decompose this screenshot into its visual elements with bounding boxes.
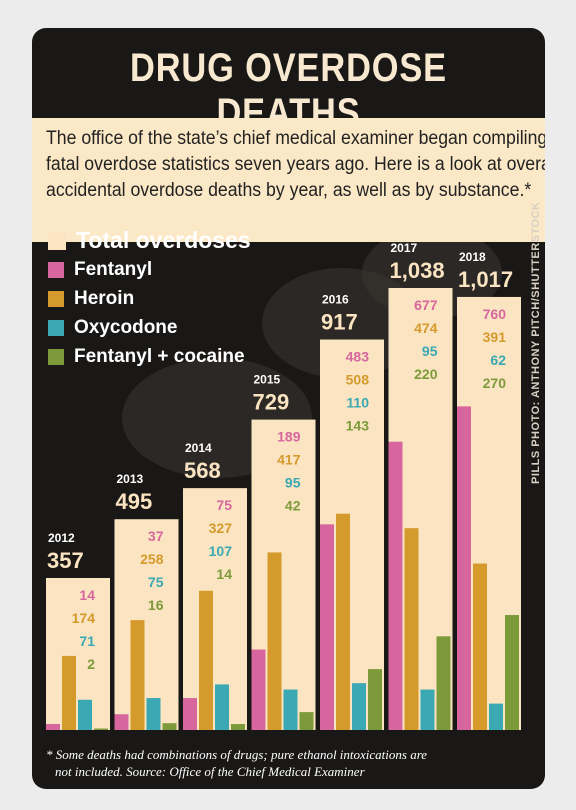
value-label-oxycodone: 71 xyxy=(79,633,95,649)
bar-heroin xyxy=(404,528,419,730)
bar-fentanyl-cocaine xyxy=(231,724,245,730)
footnote: * Some deaths had combinations of drugs;… xyxy=(46,746,541,780)
year-label: 2012 xyxy=(48,531,75,545)
bar-fentanyl xyxy=(183,698,197,730)
legend-item-heroin: Heroin xyxy=(48,284,251,313)
year-label: 2018 xyxy=(459,250,486,264)
bar-fentanyl xyxy=(251,649,266,730)
value-label-heroin: 508 xyxy=(346,372,370,388)
total-value-label: 357 xyxy=(47,548,84,573)
total-value-label: 917 xyxy=(321,310,358,335)
footnote-line: * Some deaths had combinations of drugs;… xyxy=(46,747,428,762)
legend-item-fentanyl: Fentanyl xyxy=(48,255,251,284)
bar-heroin xyxy=(130,620,145,730)
value-label-oxycodone: 62 xyxy=(490,352,506,368)
bar-fentanyl-cocaine xyxy=(299,712,314,730)
legend-label-fentanyl: Fentanyl xyxy=(74,258,153,280)
value-label-fentanyl-cocaine: 42 xyxy=(285,498,301,514)
value-label-oxycodone: 95 xyxy=(422,343,438,359)
legend-label-fentanyl-cocaine: Fentanyl + cocaine xyxy=(74,345,245,367)
year-label: 2014 xyxy=(185,441,212,455)
bar-fentanyl-cocaine xyxy=(94,728,108,730)
value-label-fentanyl: 760 xyxy=(483,306,507,322)
value-label-heroin: 174 xyxy=(72,610,96,626)
bar-fentanyl-cocaine xyxy=(436,636,451,730)
total-value-label: 1,017 xyxy=(458,267,513,292)
year-label: 2013 xyxy=(117,472,144,486)
bar-fentanyl xyxy=(320,524,334,730)
photo-credit: PILLS PHOTO: ANTHONY PITCH/SHUTTERSTOCK xyxy=(530,201,542,485)
bar-fentanyl-cocaine xyxy=(162,723,177,730)
bar-oxycodone xyxy=(420,689,435,730)
value-label-fentanyl-cocaine: 220 xyxy=(414,366,438,382)
bar-heroin xyxy=(473,563,487,730)
footnote-line: not included. Source: Office of the Chie… xyxy=(55,764,365,779)
intro-line: fatal overdose statistics seven years ag… xyxy=(46,154,545,175)
value-label-fentanyl-cocaine: 143 xyxy=(346,418,370,434)
total-value-label: 1,038 xyxy=(390,258,445,283)
value-label-fentanyl-cocaine: 270 xyxy=(483,375,507,391)
legend-label-oxycodone: Oxycodone xyxy=(74,316,178,338)
legend-swatch-oxycodone xyxy=(48,319,64,336)
bar-fentanyl-cocaine xyxy=(368,669,382,730)
bar-heroin xyxy=(267,552,282,730)
intro-line: The office of the state’s chief medical … xyxy=(46,128,545,149)
bar-chart: 2012 357 14 174 71 2 2013 495 37 258 75 16 2014 568 75… xyxy=(46,241,521,730)
legend-swatch-fentanyl xyxy=(48,261,64,278)
bar-total xyxy=(114,519,179,730)
value-label-fentanyl: 189 xyxy=(277,429,301,445)
bar-heroin xyxy=(199,590,213,730)
bar-fentanyl xyxy=(46,724,60,730)
legend-swatch-fentanyl-cocaine xyxy=(48,348,64,365)
bar-fentanyl xyxy=(457,406,471,730)
legend-label-heroin: Heroin xyxy=(74,287,135,309)
value-label-fentanyl: 677 xyxy=(414,297,438,313)
value-label-fentanyl: 14 xyxy=(79,587,95,603)
intro-text: The office of the state’s chief medical … xyxy=(32,118,545,242)
year-label: 2017 xyxy=(391,241,418,255)
value-label-fentanyl: 483 xyxy=(346,349,370,365)
bar-oxycodone xyxy=(352,683,366,730)
intro-line: accidental overdose deaths by year, as w… xyxy=(46,180,532,201)
bar-oxycodone xyxy=(146,698,161,730)
infographic-card: DRUG OVERDOSE DEATHS The office of the s… xyxy=(32,28,545,789)
value-label-oxycodone: 110 xyxy=(346,395,369,411)
value-label-heroin: 474 xyxy=(414,320,438,336)
bar-fentanyl-cocaine xyxy=(505,615,519,730)
value-label-oxycodone: 95 xyxy=(285,475,301,491)
total-value-label: 568 xyxy=(184,458,221,483)
legend-swatch-heroin xyxy=(48,290,64,307)
value-label-heroin: 327 xyxy=(209,520,233,536)
value-label-fentanyl-cocaine: 14 xyxy=(216,566,232,582)
legend-swatch-total xyxy=(48,231,66,250)
bar-fentanyl xyxy=(114,714,129,730)
bar-oxycodone xyxy=(489,703,503,730)
bar-heroin xyxy=(336,513,350,730)
chart-legend: Total overdoses Fentanyl Heroin Oxycodon… xyxy=(48,226,251,371)
legend-label-total: Total overdoses xyxy=(76,227,251,253)
legend-item-total: Total overdoses xyxy=(48,226,251,255)
value-label-heroin: 258 xyxy=(140,551,164,567)
value-label-fentanyl: 75 xyxy=(216,497,232,513)
bar-oxycodone xyxy=(215,684,229,730)
value-label-heroin: 417 xyxy=(277,452,301,468)
value-label-fentanyl: 37 xyxy=(148,528,164,544)
total-value-label: 495 xyxy=(116,489,153,514)
value-label-oxycodone: 107 xyxy=(209,543,233,559)
value-label-oxycodone: 75 xyxy=(148,574,164,590)
bar-oxycodone xyxy=(78,699,92,730)
bar-heroin xyxy=(62,655,76,730)
value-label-heroin: 391 xyxy=(483,329,507,345)
legend-item-fentanyl-cocaine: Fentanyl + cocaine xyxy=(48,342,251,371)
legend-item-oxycodone: Oxycodone xyxy=(48,313,251,342)
value-label-fentanyl-cocaine: 2 xyxy=(87,656,95,672)
total-value-label: 729 xyxy=(253,390,290,415)
bar-fentanyl xyxy=(388,441,403,730)
value-label-fentanyl-cocaine: 16 xyxy=(148,597,164,613)
year-label: 2016 xyxy=(322,293,349,307)
bar-oxycodone xyxy=(283,689,298,730)
year-label: 2015 xyxy=(254,373,281,387)
